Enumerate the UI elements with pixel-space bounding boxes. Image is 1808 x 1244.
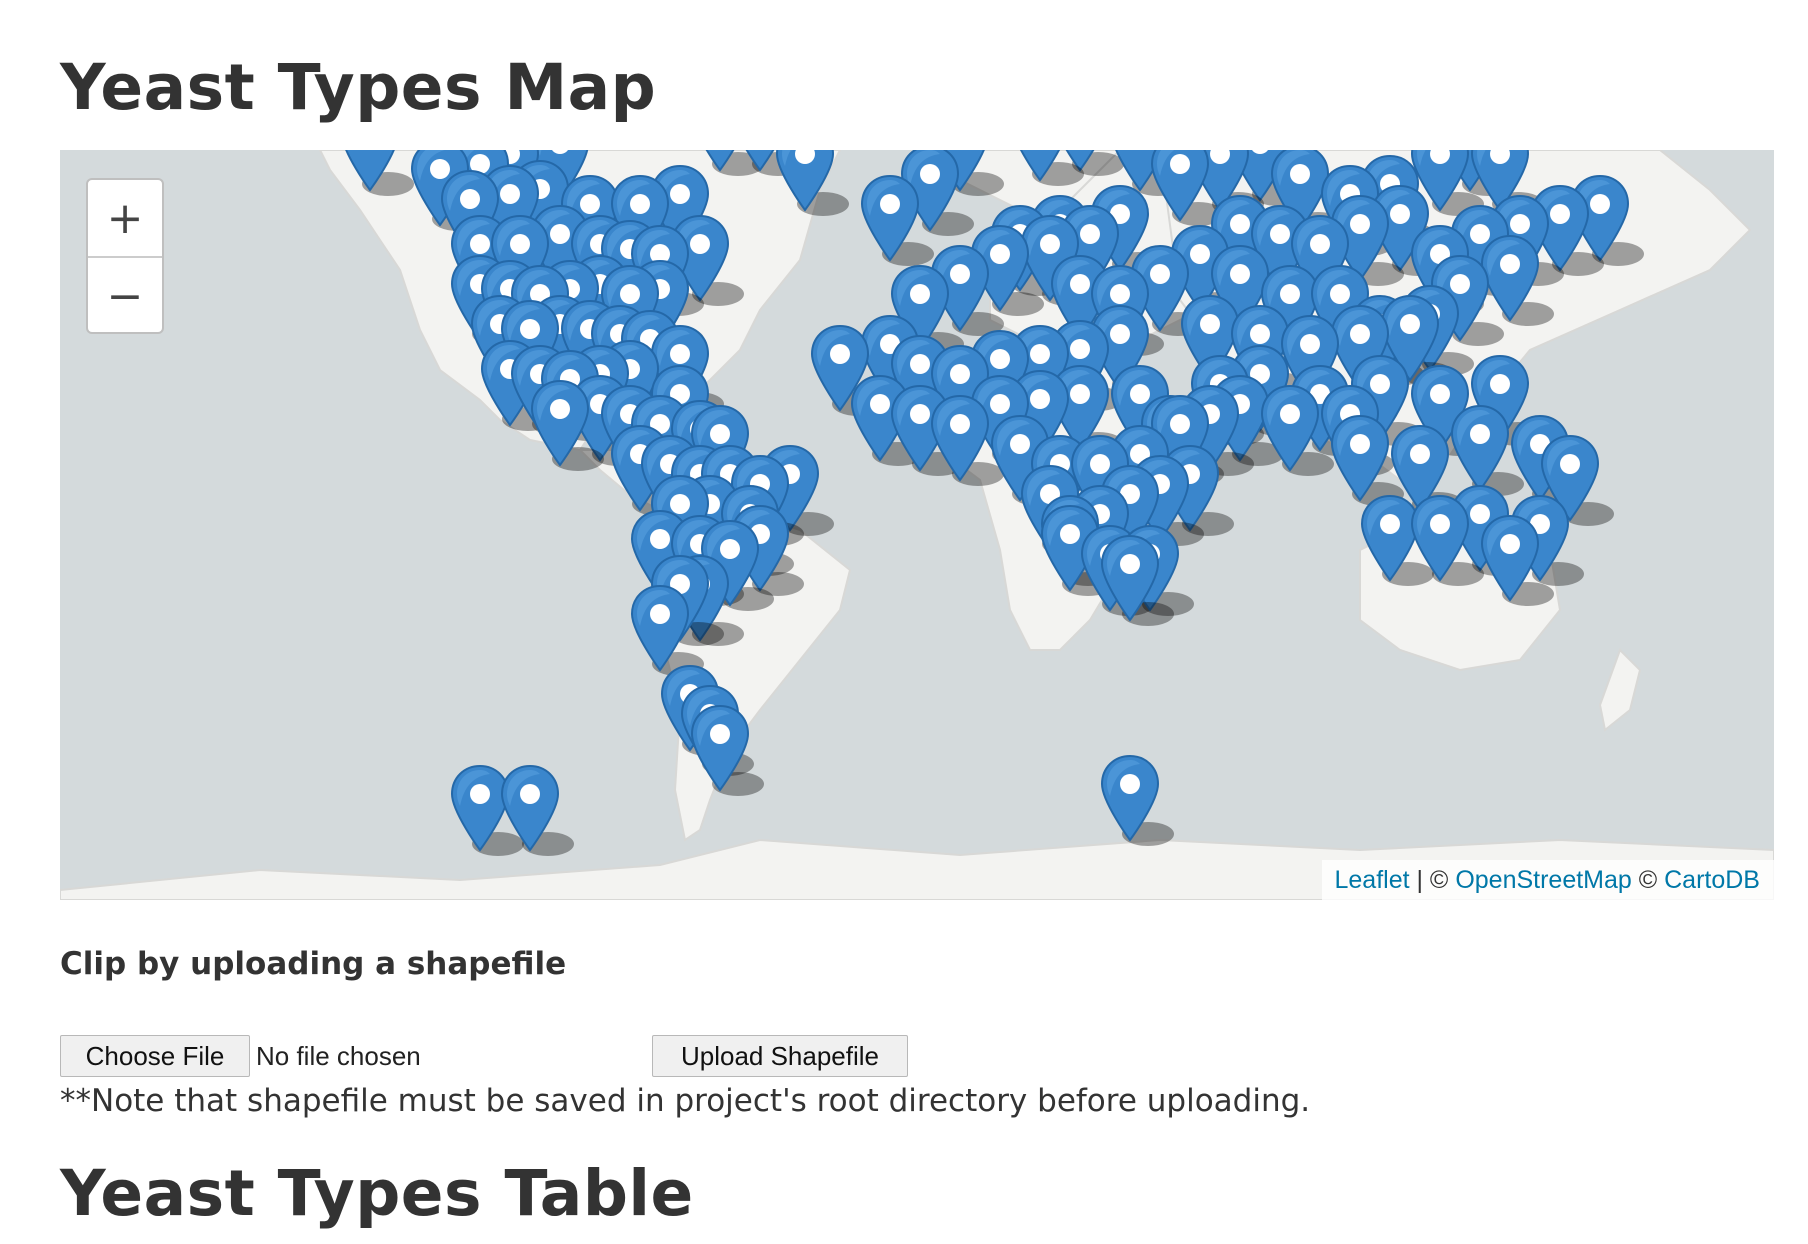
map-marker-icon[interactable] [691,705,764,796]
map-marker-icon[interactable] [1361,495,1434,586]
map[interactable]: + − Leaflet | © OpenStreetMap © CartoDB [60,150,1774,900]
map-marker-icon[interactable] [671,215,744,306]
map-marker-icon[interactable] [451,765,524,856]
openstreetmap-link[interactable]: OpenStreetMap [1455,866,1632,894]
map-marker-icon[interactable] [1511,495,1584,586]
map-marker-icon[interactable] [861,175,934,266]
basemap [60,150,1774,900]
map-marker-icon[interactable] [731,505,804,596]
map-marker-icon[interactable] [901,150,974,236]
map-marker-icon[interactable] [1571,175,1644,266]
map-marker-icon[interactable] [1161,445,1234,536]
map-marker-icon[interactable] [1011,150,1084,186]
choose-file-button[interactable]: Choose File [60,1035,250,1077]
marker-layer[interactable] [341,150,1644,856]
attribution-separator: | © [1409,866,1456,894]
map-marker-icon[interactable] [1541,435,1614,526]
map-marker-icon[interactable] [341,150,414,196]
file-status-text: No file chosen [256,1041,421,1071]
map-marker-icon[interactable] [1121,525,1194,616]
map-marker-icon[interactable] [1101,755,1174,846]
map-marker-icon[interactable] [501,765,574,856]
map-marker-icon[interactable] [1101,535,1174,626]
map-marker-icon[interactable] [531,380,604,471]
map-marker-icon[interactable] [1411,495,1484,586]
zoom-out-button[interactable]: − [88,256,162,332]
table-title: Yeast Types Table [60,1157,694,1230]
map-attribution: Leaflet | © OpenStreetMap © CartoDB [1322,860,1774,900]
map-marker-icon[interactable] [971,225,1044,316]
map-marker-icon[interactable] [1151,150,1224,226]
upload-shapefile-button[interactable]: Upload Shapefile [652,1035,908,1077]
upload-note: **Note that shapefile must be saved in p… [60,1083,1311,1119]
map-marker-icon[interactable] [1431,255,1504,346]
cartodb-link[interactable]: CartoDB [1664,866,1760,894]
map-marker-icon[interactable] [701,520,774,611]
map-marker-icon[interactable] [931,395,1004,486]
map-marker-icon[interactable] [761,445,834,536]
map-marker-icon[interactable] [1261,385,1334,476]
map-marker-icon[interactable] [931,245,1004,336]
zoom-control: + − [86,178,164,334]
map-marker-icon[interactable] [671,555,744,646]
map-marker-icon[interactable] [1481,235,1554,326]
attribution-separator-2: © [1631,866,1665,894]
map-marker-icon[interactable] [1481,515,1554,606]
map-marker-icon[interactable] [1051,150,1124,176]
land-new-zealand [1598,648,1642,732]
map-marker-icon[interactable] [931,150,1004,196]
clip-heading: Clip by uploading a shapefile [60,946,567,982]
map-marker-icon[interactable] [1531,185,1604,276]
map-marker-icon[interactable] [776,150,849,216]
map-marker-icon[interactable] [1211,375,1284,466]
page-title: Yeast Types Map [60,51,657,124]
leaflet-link[interactable]: Leaflet [1334,866,1410,894]
zoom-in-button[interactable]: + [106,192,144,244]
